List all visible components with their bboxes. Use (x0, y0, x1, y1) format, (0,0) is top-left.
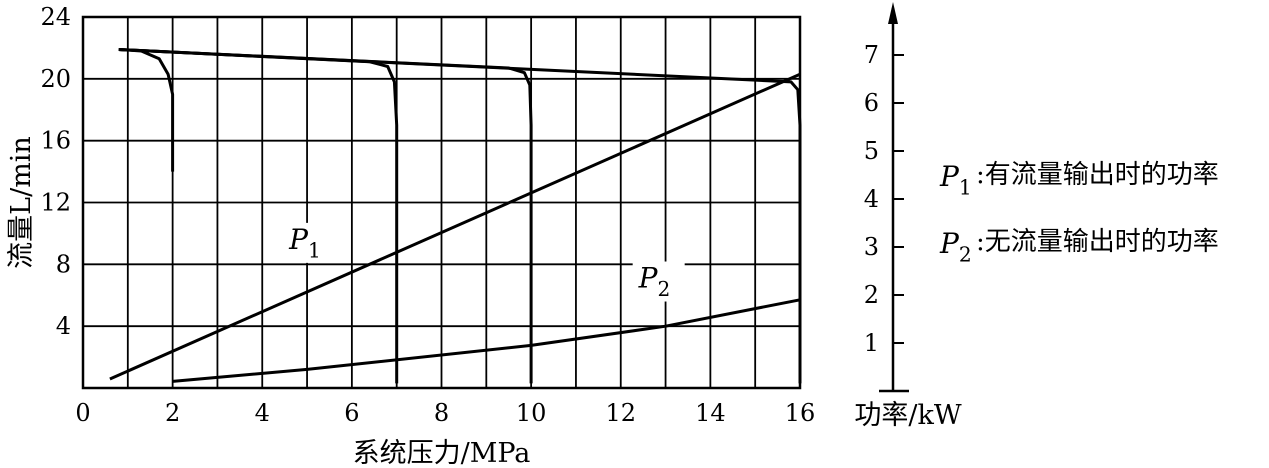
power-axis-arrow (888, 2, 898, 24)
x-tick-label: 4 (255, 399, 270, 427)
y-axis-label: 流量L/min (6, 136, 37, 269)
flow-curve (118, 48, 175, 172)
power-tick-label: 7 (864, 41, 879, 69)
x-tick-label: 6 (344, 399, 359, 427)
flow-curve (118, 48, 533, 384)
plot-frame (81, 15, 802, 390)
x-tick-labels: 0 2 4 6 8 10 12 14 16 (75, 399, 815, 427)
legend: P1:有流量输出时的功率 P2:无流量输出时的功率 (939, 160, 1219, 266)
power-tick-label: 2 (864, 281, 879, 309)
legend-symbol-p1: P1 (939, 160, 972, 199)
flow-curve (118, 48, 399, 384)
annotation-background (283, 222, 336, 263)
annotation-p2: P2 (638, 262, 671, 301)
y-tick-label: 4 (56, 312, 71, 340)
y-tick-label: 16 (40, 127, 71, 155)
series-annotations: P1 P2 (283, 222, 685, 302)
power-curve-p1 (109, 72, 801, 381)
power-curve-p2 (172, 298, 801, 383)
y-tick-labels: 4 8 12 16 20 24 (40, 3, 71, 340)
power-tick-label: 5 (864, 137, 879, 165)
x-tick-label: 14 (695, 399, 726, 427)
legend-text-p2: :无流量输出时的功率 (976, 227, 1219, 257)
power-axis-label: 功率/kW (854, 400, 961, 431)
power-series (109, 72, 801, 383)
y-tick-label: 24 (40, 3, 71, 31)
flow-curve (118, 48, 802, 384)
flow-curves (118, 48, 802, 384)
power-axis: 1 2 3 4 5 6 7 (864, 2, 909, 393)
annotation-background (632, 261, 685, 302)
y-tick-label: 20 (40, 65, 71, 93)
x-tick-label: 8 (434, 399, 449, 427)
power-tick-label: 4 (864, 185, 879, 213)
x-axis-label: 系统压力/MPa (353, 438, 531, 468)
x-tick-label: 2 (165, 399, 180, 427)
y-tick-label: 12 (40, 189, 71, 217)
legend-text-p1: :有流量输出时的功率 (976, 160, 1219, 190)
annotation-p1: P1 (288, 223, 321, 262)
x-tick-label: 16 (785, 399, 816, 427)
grid-lines (83, 17, 800, 388)
power-tick-label: 6 (864, 89, 879, 117)
x-tick-label: 0 (75, 399, 90, 427)
power-tick-label: 3 (864, 233, 879, 261)
legend-symbol-p2: P2 (939, 227, 972, 266)
y-tick-label: 8 (56, 250, 71, 278)
x-tick-label: 12 (605, 399, 636, 427)
power-tick-label: 1 (864, 329, 879, 357)
x-tick-label: 10 (516, 399, 547, 427)
